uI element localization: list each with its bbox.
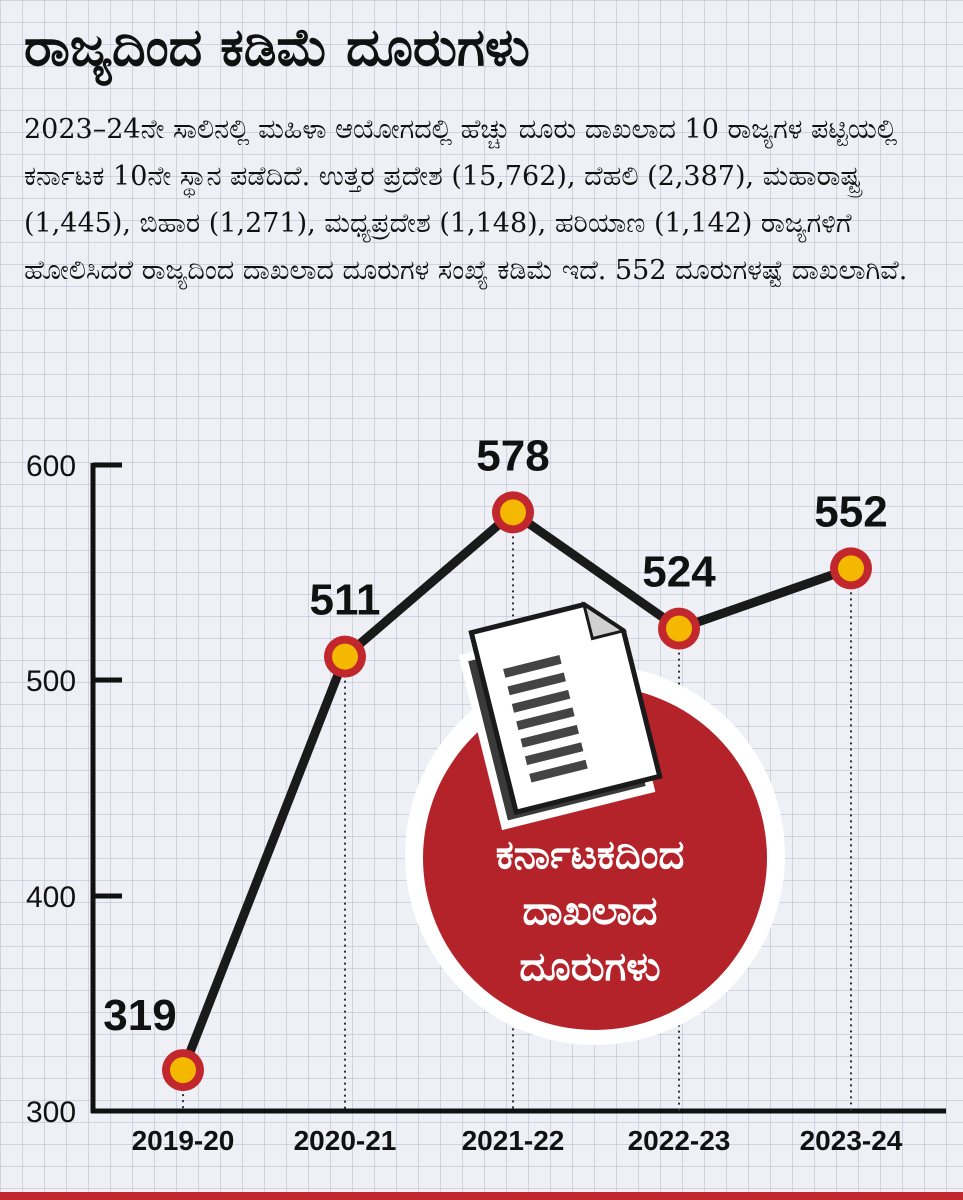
marker-dot	[666, 615, 692, 642]
y-tick-label-300: 300	[26, 1096, 76, 1129]
data-label-2019-20: 319	[103, 991, 176, 1040]
x-tick-label-2022-23: 2022-23	[628, 1125, 731, 1156]
badge: ಕರ್ನಾಟಕದಿಂದ ದಾಖಲಾದ ದೂರುಗಳು	[405, 601, 785, 1045]
y-tick-500: 500	[26, 665, 122, 698]
page-description: 2023–24ನೇ ಸಾಲಿನಲ್ಲಿ ಮಹಿಳಾ ಆಯೋಗದಲ್ಲಿ ಹೆಚ್…	[24, 114, 908, 286]
badge-line-1: ಕರ್ನಾಟಕದಿಂದ	[496, 832, 685, 878]
y-tick-400: 400	[26, 881, 122, 914]
x-tick-label-2019-20: 2019-20	[132, 1125, 235, 1156]
marker-dot	[170, 1057, 196, 1084]
data-label-2023-24: 552	[814, 487, 887, 536]
marker-dot	[500, 499, 526, 526]
document-icon	[458, 601, 663, 831]
x-tick-label-2020-21: 2020-21	[294, 1125, 397, 1156]
x-tick-label-2021-22: 2021-22	[462, 1125, 565, 1156]
data-label-2021-22: 578	[476, 431, 549, 480]
page-title: ರಾಜ್ಯದಿಂದ ಕಡಿಮೆ ದೂರುಗಳು	[24, 18, 530, 78]
point-2019-20	[162, 1049, 204, 1092]
point-2021-22	[492, 491, 534, 534]
point-2020-21	[324, 635, 366, 678]
y-tick-label-500: 500	[26, 665, 76, 698]
data-label-2022-23: 524	[642, 548, 716, 597]
point-2023-24	[830, 547, 872, 590]
y-tick-600: 600	[26, 450, 122, 483]
marker-dot	[838, 555, 864, 582]
badge-line-2: ದಾಖಲಾದ	[523, 888, 658, 934]
y-tick-label-400: 400	[26, 881, 76, 914]
point-2022-23	[658, 607, 700, 650]
marker-dot	[332, 643, 358, 670]
y-tick-label-600: 600	[26, 450, 76, 483]
data-label-2020-21: 511	[310, 576, 381, 625]
badge-line-3: ದೂರುಗಳು	[519, 944, 660, 990]
x-tick-label-2023-24: 2023-24	[800, 1125, 903, 1156]
bottom-bar	[0, 1192, 963, 1200]
